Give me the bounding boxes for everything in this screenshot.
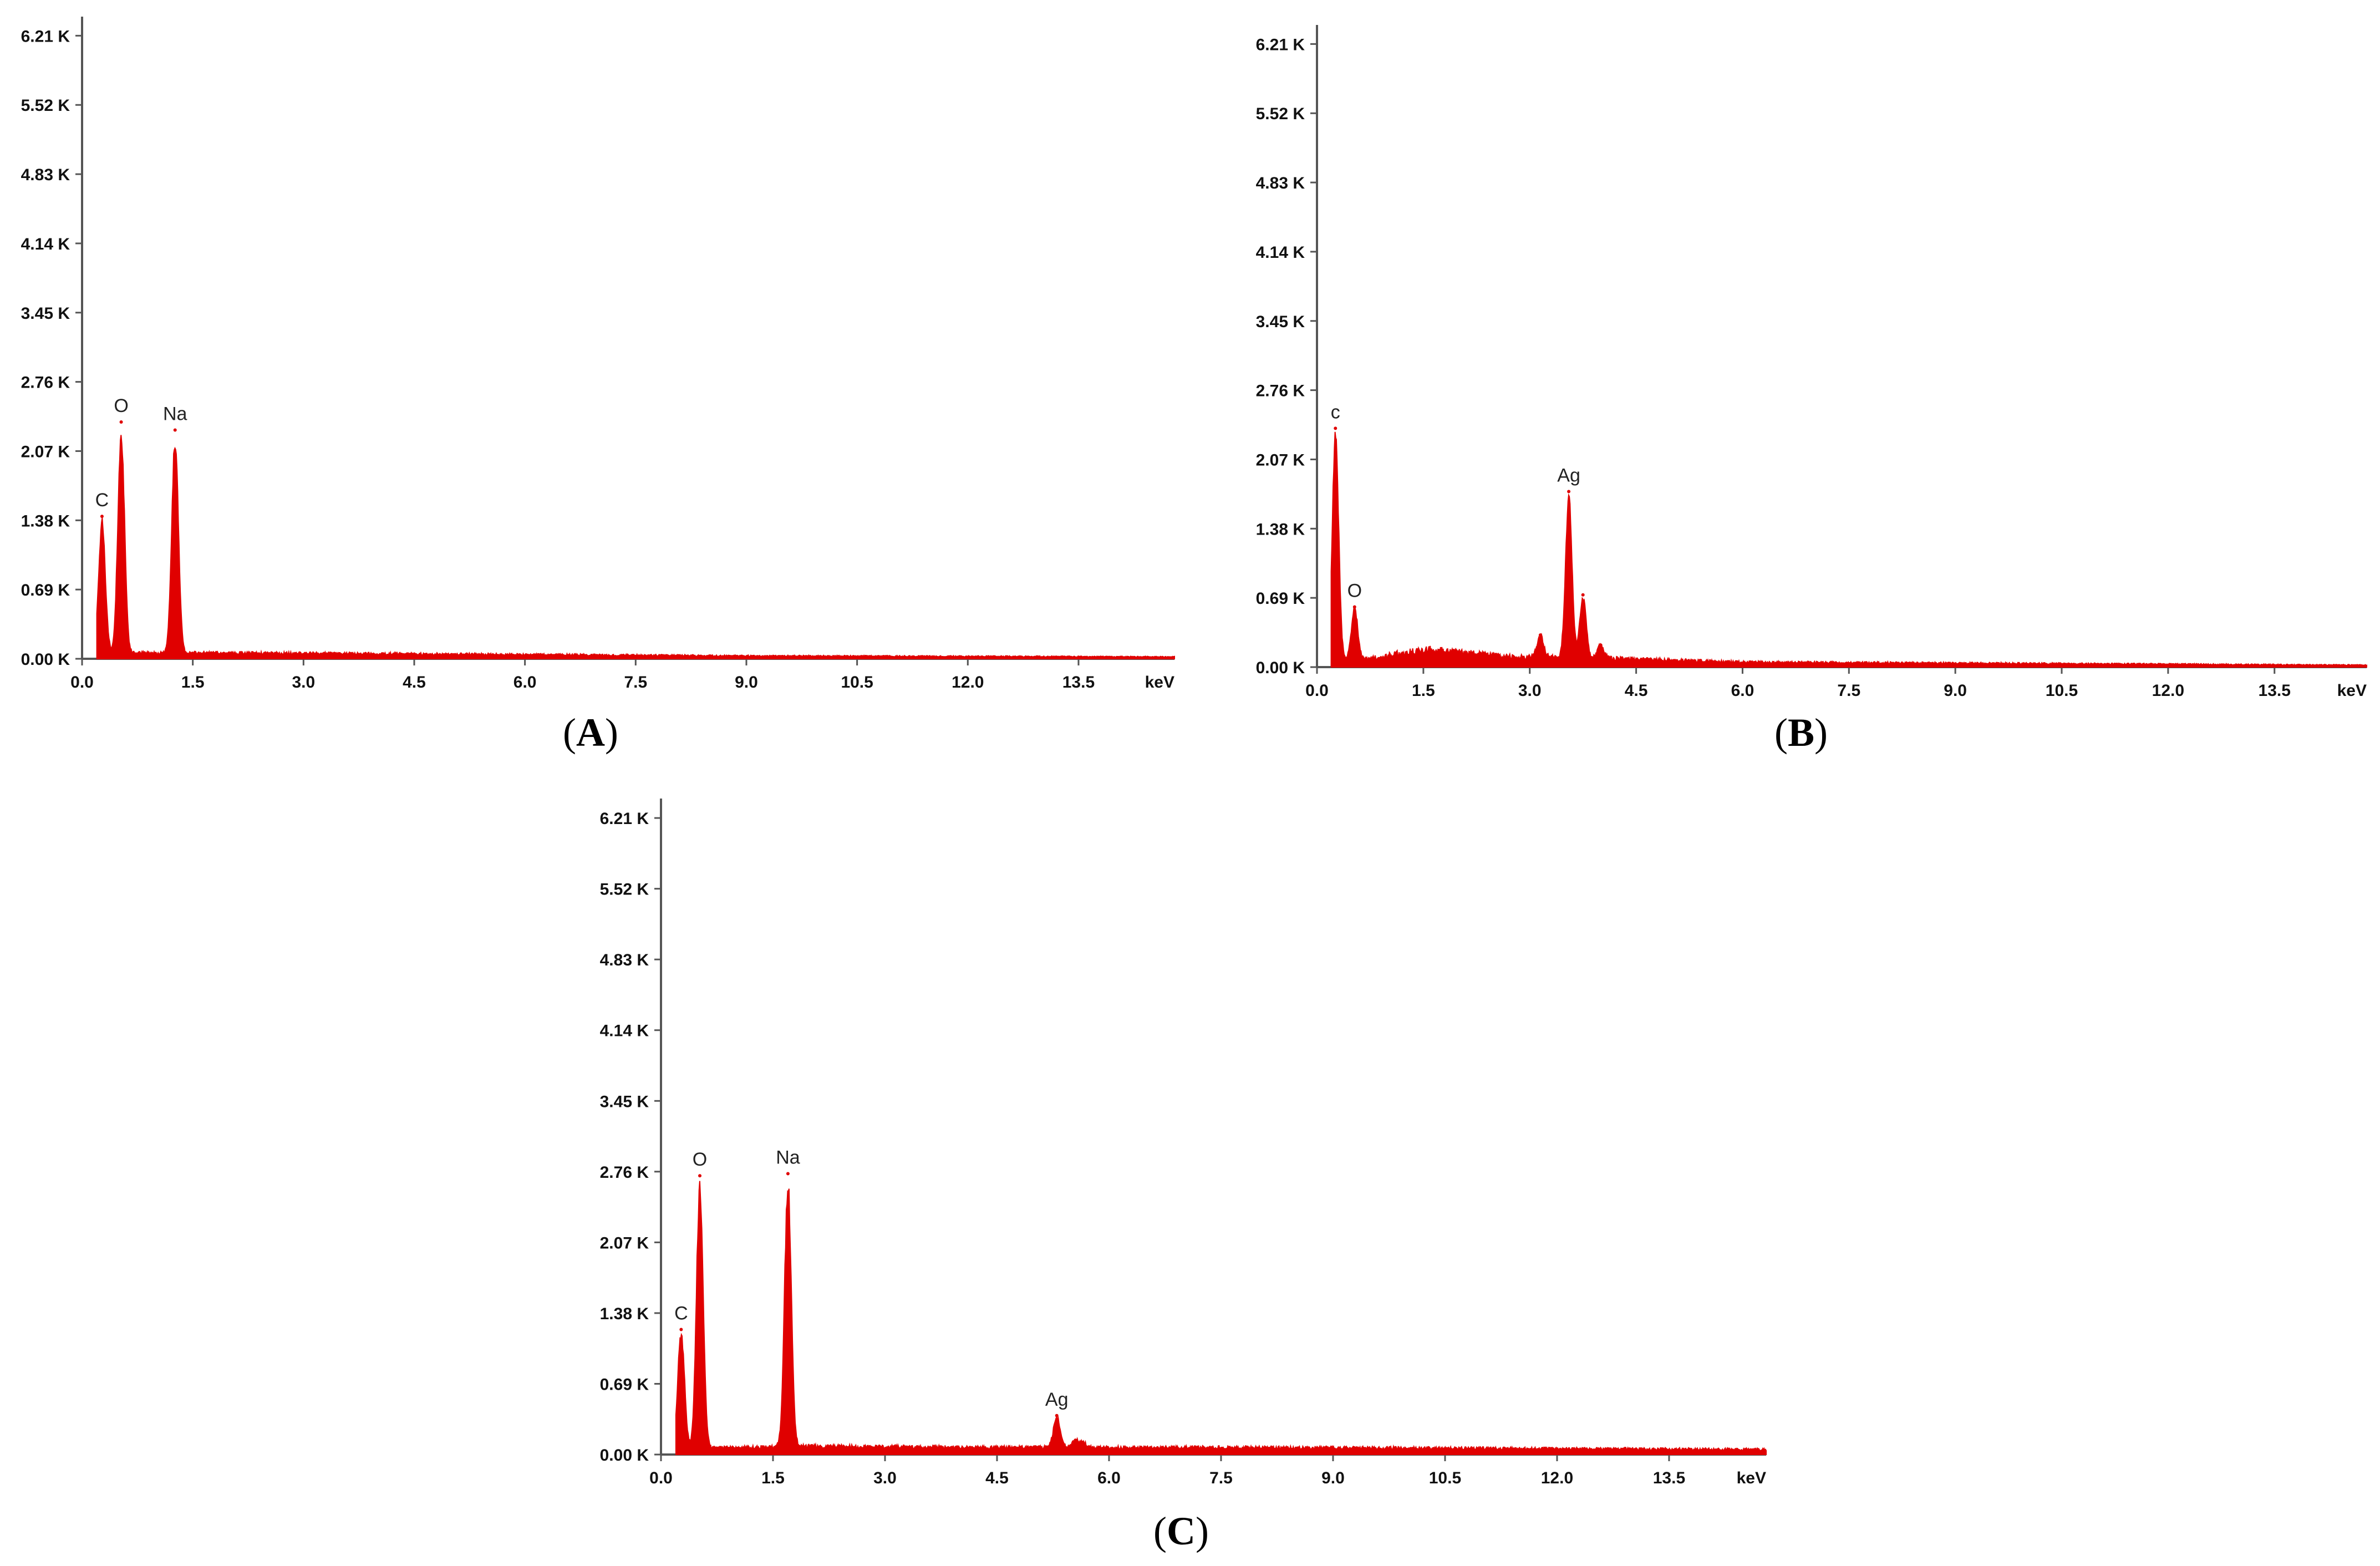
peak-label: O <box>114 395 128 416</box>
peak-point <box>173 428 177 432</box>
peak-point <box>1081 1440 1085 1444</box>
eds-spectrum-panel-c: 0.00 K 0.69 K 1.38 K 2.07 K 2.76 K 3.45 K 4.14… <box>600 799 1767 1553</box>
x-tick-label: 6.0 <box>1097 1469 1121 1487</box>
y-tick-label: 3.45 K <box>21 304 70 323</box>
panel-caption: (B) <box>1774 710 1828 755</box>
x-tick-label: 13.5 <box>1062 673 1095 692</box>
y-tick-label: 0.00 K <box>21 650 70 669</box>
x-tick-label: 9.0 <box>1321 1469 1345 1487</box>
peak-point <box>1334 426 1338 430</box>
peak-point <box>698 1174 702 1178</box>
x-axis-label: keV <box>1145 673 1174 692</box>
x-tick-label: 12.0 <box>952 673 984 692</box>
x-tick-label: 7.5 <box>1209 1469 1233 1487</box>
peak-point <box>1581 593 1585 597</box>
y-tick-label: 2.07 K <box>21 443 70 461</box>
x-axis-label: keV <box>1737 1469 1766 1487</box>
x-axis-label: keV <box>2337 682 2367 700</box>
y-tick-label: 5.52 K <box>1256 105 1305 123</box>
x-tick-label: 7.5 <box>1837 682 1860 700</box>
peak-label: Na <box>776 1147 800 1168</box>
peak-label: O <box>1347 580 1362 601</box>
x-tick-label: 12.0 <box>1541 1469 1573 1487</box>
y-tick-label: 4.83 K <box>1256 174 1305 192</box>
spectrum-series <box>675 1181 1767 1455</box>
y-tick-label: 2.76 K <box>21 374 70 392</box>
y-tick-label: 1.38 K <box>21 512 70 530</box>
peak-label: Na <box>163 403 187 424</box>
peak-point <box>1074 1438 1077 1442</box>
x-tick-label: 1.5 <box>181 673 205 692</box>
peak-point <box>1538 633 1542 637</box>
peak-point <box>1352 605 1356 609</box>
eds-spectrum-panel-a: 0.00 K 0.69 K 1.38 K 2.07 K 2.76 K 3.45 K 4.14… <box>21 17 1175 755</box>
spectrum-series <box>1330 431 2367 668</box>
y-tick-label: 3.45 K <box>1256 313 1305 331</box>
y-tick-label: 1.38 K <box>1256 520 1305 538</box>
panel-caption: (A) <box>563 710 618 755</box>
y-tick-label: 2.76 K <box>600 1163 649 1182</box>
x-tick-label: 3.0 <box>873 1469 897 1487</box>
x-tick-label: 1.5 <box>1412 682 1435 700</box>
x-tick-label: 9.0 <box>735 673 758 692</box>
x-tick-label: 6.0 <box>1731 682 1755 700</box>
y-tick-label: 4.14 K <box>1256 243 1305 262</box>
y-tick-label: 0.69 K <box>21 581 70 599</box>
peak-point <box>100 515 104 518</box>
peak-point <box>679 1328 683 1331</box>
y-tick-label: 4.14 K <box>600 1022 649 1040</box>
peak-point <box>119 420 123 424</box>
y-tick-label: 4.14 K <box>21 235 70 253</box>
x-tick-label: 7.5 <box>624 673 647 692</box>
y-tick-label: 4.83 K <box>21 166 70 184</box>
y-tick-label: 6.21 K <box>1256 35 1305 54</box>
y-tick-label: 0.69 K <box>1256 589 1305 608</box>
peak-label: Ag <box>1557 465 1580 486</box>
panel-caption: (C) <box>1153 1509 1209 1553</box>
x-tick-label: 0.0 <box>1305 682 1329 700</box>
x-tick-label: 6.0 <box>513 673 537 692</box>
y-tick-label: 2.07 K <box>1256 451 1305 469</box>
peak-label: O <box>693 1149 707 1170</box>
peak-point <box>1055 1414 1059 1417</box>
x-tick-label: 4.5 <box>985 1469 1009 1487</box>
x-tick-label: 10.5 <box>1429 1469 1461 1487</box>
x-tick-label: 10.5 <box>2046 682 2078 700</box>
x-tick-label: 0.0 <box>649 1469 673 1487</box>
x-tick-label: 13.5 <box>2259 682 2291 700</box>
peak-point <box>1567 490 1571 494</box>
y-tick-label: 3.45 K <box>600 1092 649 1111</box>
peak-point <box>786 1172 790 1176</box>
spectrum-series <box>96 435 1175 659</box>
y-tick-label: 0.69 K <box>600 1375 649 1394</box>
y-tick-label: 2.07 K <box>600 1234 649 1252</box>
y-tick-label: 5.52 K <box>21 96 70 115</box>
y-tick-label: 5.52 K <box>600 881 649 899</box>
y-tick-label: 6.21 K <box>600 810 649 828</box>
peak-label: Ag <box>1045 1389 1069 1410</box>
x-tick-label: 4.5 <box>403 673 426 692</box>
x-tick-label: 1.5 <box>761 1469 785 1487</box>
x-tick-label: 3.0 <box>292 673 315 692</box>
x-tick-label: 9.0 <box>1944 682 1967 700</box>
x-tick-label: 4.5 <box>1625 682 1648 700</box>
peak-label: c <box>1331 401 1340 423</box>
y-tick-label: 1.38 K <box>600 1305 649 1323</box>
peak-label: C <box>95 490 109 511</box>
eds-spectrum-panel-b: 0.00 K 0.69 K 1.38 K 2.07 K 2.76 K 3.45 K 4.14… <box>1256 25 2367 755</box>
y-tick-label: 6.21 K <box>21 27 70 45</box>
peak-point <box>1599 643 1603 647</box>
y-tick-label: 0.00 K <box>600 1446 649 1465</box>
x-tick-label: 0.0 <box>70 673 94 692</box>
y-tick-label: 0.00 K <box>1256 659 1305 677</box>
y-tick-label: 2.76 K <box>1256 382 1305 400</box>
x-tick-label: 3.0 <box>1518 682 1542 700</box>
y-tick-label: 4.83 K <box>600 951 649 969</box>
x-tick-label: 10.5 <box>841 673 873 692</box>
x-tick-label: 12.0 <box>2152 682 2184 700</box>
peak-label: C <box>674 1303 688 1324</box>
x-tick-label: 13.5 <box>1653 1469 1685 1487</box>
